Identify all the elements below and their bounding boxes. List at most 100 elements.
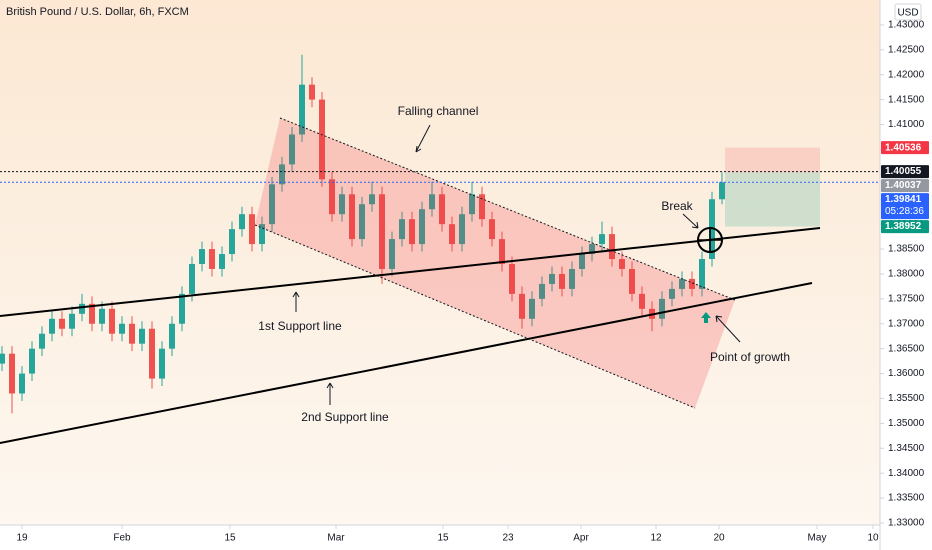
candle-body	[389, 239, 395, 269]
candle-body	[359, 204, 365, 240]
candle-body	[499, 239, 505, 264]
candle-body	[599, 234, 605, 245]
y-tick-label: 1.33000	[888, 518, 925, 529]
position-box	[725, 147, 820, 173]
annotation: Point of growth	[710, 350, 790, 364]
candle-body	[379, 194, 385, 269]
y-tick-label: 1.35500	[888, 393, 925, 404]
candle-body	[0, 353, 6, 364]
y-tick-label: 1.38500	[888, 244, 925, 255]
candle-body	[689, 278, 695, 289]
candle-body	[39, 333, 45, 349]
candle-body	[509, 263, 515, 294]
price-tag	[881, 141, 929, 155]
x-tick-label: Apr	[573, 533, 589, 544]
candle-body	[59, 318, 65, 329]
candle-body	[519, 293, 525, 319]
arrow	[415, 124, 431, 153]
plot-background	[0, 0, 880, 525]
y-tick-label: 1.37000	[888, 318, 925, 329]
candle-body	[489, 219, 495, 240]
candle-body	[449, 224, 455, 245]
annotation: Falling channel	[398, 104, 479, 118]
candle-body	[619, 259, 625, 269]
y-tick-label: 1.35000	[888, 418, 925, 429]
candle-body	[289, 134, 295, 165]
annotation: 1st Support line	[258, 319, 342, 333]
candle-body	[219, 254, 225, 269]
candle-body	[309, 84, 315, 100]
candle-body	[19, 373, 25, 394]
annotation: 2nd Support line	[301, 410, 389, 424]
candle-body	[79, 303, 85, 314]
candle-body	[209, 249, 215, 269]
candle-body	[579, 254, 585, 269]
candle-body	[719, 182, 725, 200]
marks	[0, 54, 820, 414]
countdown: 05:28:36	[885, 206, 924, 217]
candle-body	[399, 219, 405, 240]
x-tick-label: 15	[224, 533, 236, 544]
candle-body	[69, 313, 75, 329]
candle-body	[9, 353, 15, 394]
candle-body	[669, 288, 675, 299]
chart-title: British Pound / U.S. Dollar, 6h, FXCM	[6, 6, 189, 18]
arrow	[292, 291, 300, 312]
y-tick-label: 1.34500	[888, 443, 925, 454]
y-tick-label: 1.38000	[888, 269, 925, 280]
x-tick-label: Mar	[327, 533, 345, 544]
currency: USD	[897, 8, 918, 19]
candle-body	[169, 323, 175, 349]
candle-body	[369, 194, 375, 205]
candle-body	[339, 194, 345, 215]
candle-body	[239, 214, 245, 230]
price-tag-label: 1.40055	[885, 166, 922, 177]
support-line-1	[0, 227, 821, 317]
candle-body	[29, 348, 35, 374]
candle-body	[279, 164, 285, 185]
candle-body	[429, 194, 435, 210]
x-tick-label: 19	[16, 533, 28, 544]
x-tick-label: 10	[867, 533, 879, 544]
candle-body	[609, 234, 615, 260]
arrow	[682, 213, 699, 229]
y-tick-label: 1.36000	[888, 368, 925, 379]
position-box	[725, 172, 820, 227]
price-tag-label: 1.38952	[885, 221, 922, 232]
growth-arrow	[701, 312, 711, 323]
y-tick-label: 1.34000	[888, 468, 925, 479]
x-tick-label: Feb	[113, 533, 131, 544]
candle-body	[99, 308, 105, 324]
candle-body	[269, 184, 275, 225]
price-tag-label: 1.40037	[885, 180, 922, 191]
candle-body	[629, 268, 635, 294]
candle-body	[119, 323, 125, 334]
candle-body	[659, 298, 665, 319]
candle-body	[539, 283, 545, 299]
arrow	[715, 315, 741, 343]
price-tag-label: 1.39841	[885, 194, 922, 205]
price-tag	[881, 220, 929, 234]
price-tag-label: 1.40536	[885, 142, 922, 153]
candle-body	[259, 224, 265, 245]
candle-body	[459, 214, 465, 245]
y-tick-label: 1.41000	[888, 119, 925, 130]
price-tag	[881, 193, 929, 220]
candle-body	[89, 303, 95, 324]
candle-body	[569, 268, 575, 289]
candle-body	[439, 194, 445, 225]
candle-body	[409, 219, 415, 245]
time-axis	[0, 525, 880, 550]
candle-body	[349, 194, 355, 240]
currency-box	[894, 3, 922, 21]
candle-body	[149, 328, 155, 379]
y-tick-label: 1.36500	[888, 343, 925, 354]
candle-body	[249, 214, 255, 245]
candle-body	[159, 348, 165, 379]
candle-body	[139, 328, 145, 344]
candle-body	[639, 293, 645, 309]
candle-body	[469, 194, 475, 215]
candle-body	[549, 273, 555, 284]
candle-body	[329, 179, 335, 215]
candle-body	[229, 229, 235, 255]
